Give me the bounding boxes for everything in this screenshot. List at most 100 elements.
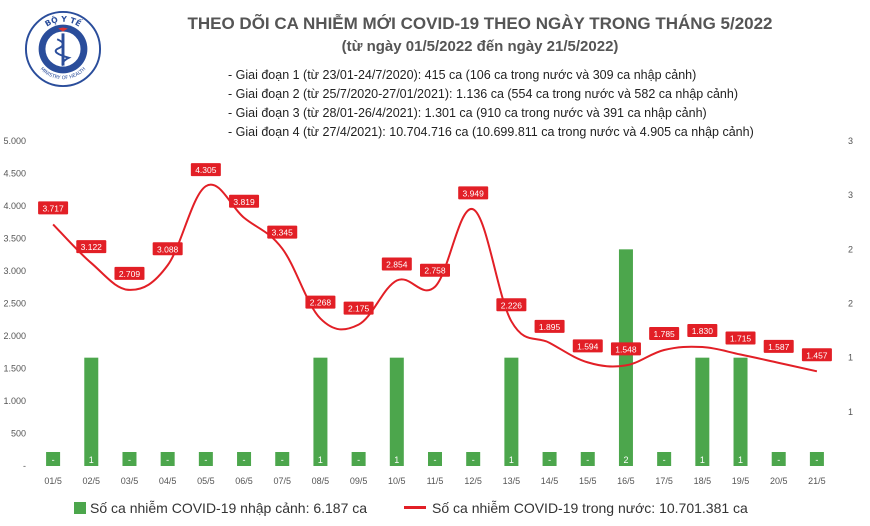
domestic-point-label: 3.345 (267, 225, 298, 239)
x-tick-label: 21/5 (808, 476, 826, 486)
domestic-point-label: 1.895 (534, 319, 565, 333)
y-left-tick-label: 1.500 (3, 364, 26, 374)
domestic-point-label: 2.175 (343, 301, 374, 315)
y-left-tick-label: - (23, 461, 26, 471)
legend-import-cases: Số ca nhiễm COVID-19 nhập cảnh: 6.187 ca (74, 500, 367, 516)
domestic-point-label: 2.226 (496, 298, 527, 312)
import-bar (657, 452, 672, 466)
domestic-label-box (343, 301, 374, 315)
import-bar-label: - (548, 455, 551, 465)
import-bar (122, 452, 137, 466)
import-bar-label: - (586, 455, 589, 465)
domestic-label-box (649, 326, 680, 340)
import-bar-label: 2 (623, 455, 628, 465)
import-bar-label: - (357, 455, 360, 465)
legend-line-swatch (404, 506, 426, 509)
y-left-tick-label: 2.000 (3, 331, 26, 341)
import-bar (771, 452, 786, 466)
x-tick-label: 04/5 (159, 476, 177, 486)
domestic-label-text: 2.175 (348, 304, 370, 314)
import-bar (428, 452, 442, 466)
domestic-point-label: 1.830 (687, 324, 718, 338)
domestic-label-box (305, 295, 336, 309)
phase-item: - Giai đoạn 1 (từ 23/01-24/7/2020): 415 … (228, 68, 697, 82)
domestic-label-text: 2.709 (119, 269, 141, 279)
domestic-label-box (763, 339, 794, 353)
import-bar-label: 1 (509, 455, 514, 465)
domestic-label-box (801, 348, 832, 362)
x-tick-label: 05/5 (197, 476, 215, 486)
x-tick-label: 15/5 (579, 476, 597, 486)
phase-item: - Giai đoạn 3 (từ 28/01-26/4/2021): 1.30… (228, 106, 707, 120)
import-bar-label: - (243, 455, 246, 465)
domestic-point-label: 1.457 (801, 348, 832, 362)
x-tick-label: 13/5 (503, 476, 521, 486)
domestic-label-text: 4.305 (195, 165, 217, 175)
import-bar-label: 1 (394, 455, 399, 465)
import-bar (84, 357, 99, 466)
domestic-point-label: 4.305 (190, 163, 221, 177)
domestic-label-text: 1.594 (577, 341, 599, 351)
domestic-label-box (381, 257, 412, 271)
import-bar-label: 1 (89, 455, 94, 465)
x-tick-label: 17/5 (655, 476, 673, 486)
phase-item: - Giai đoạn 2 (từ 25/7/2020-27/01/2021):… (228, 87, 738, 101)
domestic-label-text: 1.785 (654, 329, 676, 339)
import-bar-label: - (434, 455, 437, 465)
import-cases-bars (46, 249, 824, 466)
domestic-label-box (76, 240, 107, 254)
import-bar (580, 452, 595, 466)
domestic-label-box (610, 342, 641, 356)
domestic-label-box (114, 266, 145, 280)
import-bar (618, 249, 633, 466)
domestic-label-box (38, 201, 69, 215)
x-axis: 01/5 02/5 03/5 04/5 05/5 06/5 07/5 08/5 09/5 10/5… (44, 476, 825, 486)
x-tick-label: 03/5 (121, 476, 139, 486)
domestic-label-text: 2.758 (424, 266, 446, 276)
y-left-tick-label: 2.500 (3, 299, 26, 309)
y-left-tick-label: 1.000 (3, 396, 26, 406)
legend-domestic-cases: Số ca nhiễm COVID-19 trong nước: 10.701.… (404, 500, 748, 516)
domestic-point-label: 2.758 (420, 263, 450, 277)
domestic-label-text: 1.830 (692, 326, 714, 336)
y-left-tick-label: 3.500 (3, 234, 26, 244)
y-right-tick-label: 3 (848, 136, 853, 146)
domestic-label-text: 1.457 (806, 350, 828, 360)
domestic-label-box (725, 331, 756, 345)
domestic-label-box (152, 242, 183, 256)
x-tick-label: 14/5 (541, 476, 559, 486)
y-left-tick-label: 4.500 (3, 169, 26, 179)
domestic-label-text: 2.854 (386, 259, 408, 269)
domestic-label-box (229, 194, 260, 208)
domestic-label-text: 3.122 (81, 242, 103, 252)
import-bar (275, 452, 290, 466)
x-tick-label: 18/5 (694, 476, 712, 486)
import-bar-label: - (128, 455, 131, 465)
domestic-point-label: 3.122 (76, 240, 107, 254)
domestic-label-text: 1.895 (539, 322, 561, 332)
import-bar (695, 357, 710, 466)
domestic-point-label: 2.268 (305, 295, 336, 309)
x-tick-label: 06/5 (235, 476, 253, 486)
domestic-label-text: 2.268 (310, 298, 332, 308)
y-left-tick-label: 4.000 (3, 201, 26, 211)
import-bar-label: - (166, 455, 169, 465)
y-left-tick-label: 500 (11, 429, 26, 439)
domestic-point-label: 1.594 (572, 339, 603, 353)
phase-item: - Giai đoạn 4 (từ 27/4/2021): 10.704.716… (228, 125, 754, 139)
domestic-point-label: 2.854 (381, 257, 412, 271)
x-tick-label: 16/5 (617, 476, 635, 486)
import-bar (198, 452, 213, 466)
import-bar (160, 452, 175, 466)
import-bar (542, 452, 557, 466)
domestic-label-box (534, 319, 565, 333)
import-bar-label: 1 (318, 455, 323, 465)
import-bar (466, 452, 481, 466)
x-tick-label: 01/5 (44, 476, 62, 486)
domestic-cases-line (52, 183, 818, 373)
domestic-point-label: 3.717 (38, 201, 69, 215)
legend-domestic-label: Số ca nhiễm COVID-19 trong nước: 10.701.… (432, 500, 748, 516)
import-cases-bar-labels: - 1 - - - - - 1 - 1 - - 1 - - 2 - 1 1 - - (52, 455, 819, 465)
domestic-label-text: 1.715 (730, 334, 752, 344)
